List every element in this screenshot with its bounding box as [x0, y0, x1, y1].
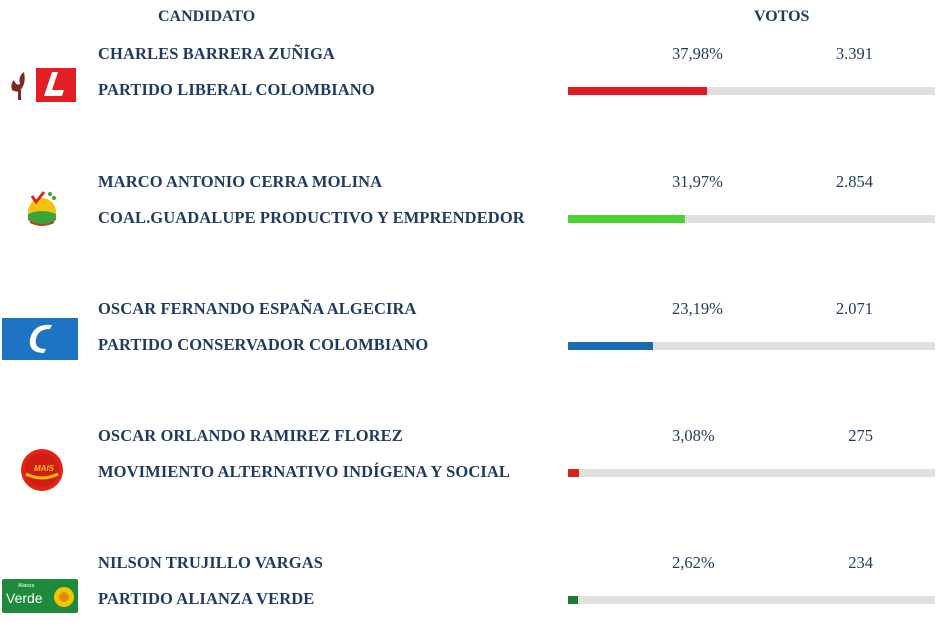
vote-share-bar	[568, 596, 935, 604]
vote-share-fill	[568, 87, 707, 95]
mais-logo: MAIS	[2, 432, 78, 492]
candidate-row: Alianza Verde NILSON TRUJILLO VARGAS PAR…	[0, 553, 945, 633]
vote-share-bar	[568, 87, 935, 95]
svg-text:Verde: Verde	[6, 590, 43, 606]
vote-share-fill	[568, 469, 579, 477]
vote-count: 234	[848, 553, 873, 572]
svg-text:Alianza: Alianza	[18, 583, 35, 589]
party-name: PARTIDO ALIANZA VERDE	[98, 589, 315, 608]
vote-share-bar	[568, 469, 935, 477]
vote-share-bar	[568, 342, 935, 350]
liberal-party-logo	[2, 50, 78, 110]
candidate-column-header: CANDIDATO	[158, 8, 256, 25]
conservative-party-logo	[2, 305, 78, 365]
vote-share-fill	[568, 596, 578, 604]
candidate-name: MARCO ANTONIO CERRA MOLINA	[98, 172, 383, 191]
candidate-row: MAIS OSCAR ORLANDO RAMIREZ FLOREZ MOVIMI…	[0, 426, 945, 506]
candidate-name: NILSON TRUJILLO VARGAS	[98, 553, 324, 572]
vote-share-fill	[568, 215, 685, 223]
candidate-row: OSCAR FERNANDO ESPAÑA ALGECIRA PARTIDO C…	[0, 299, 945, 379]
vote-count: 275	[848, 426, 873, 445]
svg-text:MAIS: MAIS	[34, 464, 55, 473]
vote-percentage: 23,19%	[672, 299, 723, 318]
vote-percentage: 31,97%	[672, 172, 723, 191]
candidate-name: OSCAR FERNANDO ESPAÑA ALGECIRA	[98, 299, 417, 318]
candidate-name: OSCAR ORLANDO RAMIREZ FLOREZ	[98, 426, 403, 445]
candidate-row: CHARLES BARRERA ZUÑIGA PARTIDO LIBERAL C…	[0, 44, 945, 124]
vote-count: 2.854	[835, 172, 873, 191]
candidate-name: CHARLES BARRERA ZUÑIGA	[98, 44, 335, 63]
candidate-row: MARCO ANTONIO CERRA MOLINA COAL.GUADALUP…	[0, 172, 945, 252]
vote-count: 2.071	[835, 299, 873, 318]
vote-share-bar	[568, 215, 935, 223]
party-name: PARTIDO LIBERAL COLOMBIANO	[98, 80, 375, 99]
guadalupe-coalition-logo	[2, 178, 78, 238]
vote-percentage: 37,98%	[672, 44, 723, 63]
party-name: COAL.GUADALUPE PRODUCTIVO Y EMPRENDEDOR	[98, 208, 525, 227]
alianza-verde-logo: Alianza Verde	[2, 559, 78, 619]
party-name: MOVIMIENTO ALTERNATIVO INDÍGENA Y SOCIAL	[98, 462, 510, 481]
vote-share-fill	[568, 342, 653, 350]
party-name: PARTIDO CONSERVADOR COLOMBIANO	[98, 335, 429, 354]
vote-percentage: 3,08%	[672, 426, 715, 445]
vote-percentage: 2,62%	[672, 553, 715, 572]
votes-column-header: VOTOS	[754, 8, 810, 25]
vote-count: 3.391	[835, 44, 873, 63]
